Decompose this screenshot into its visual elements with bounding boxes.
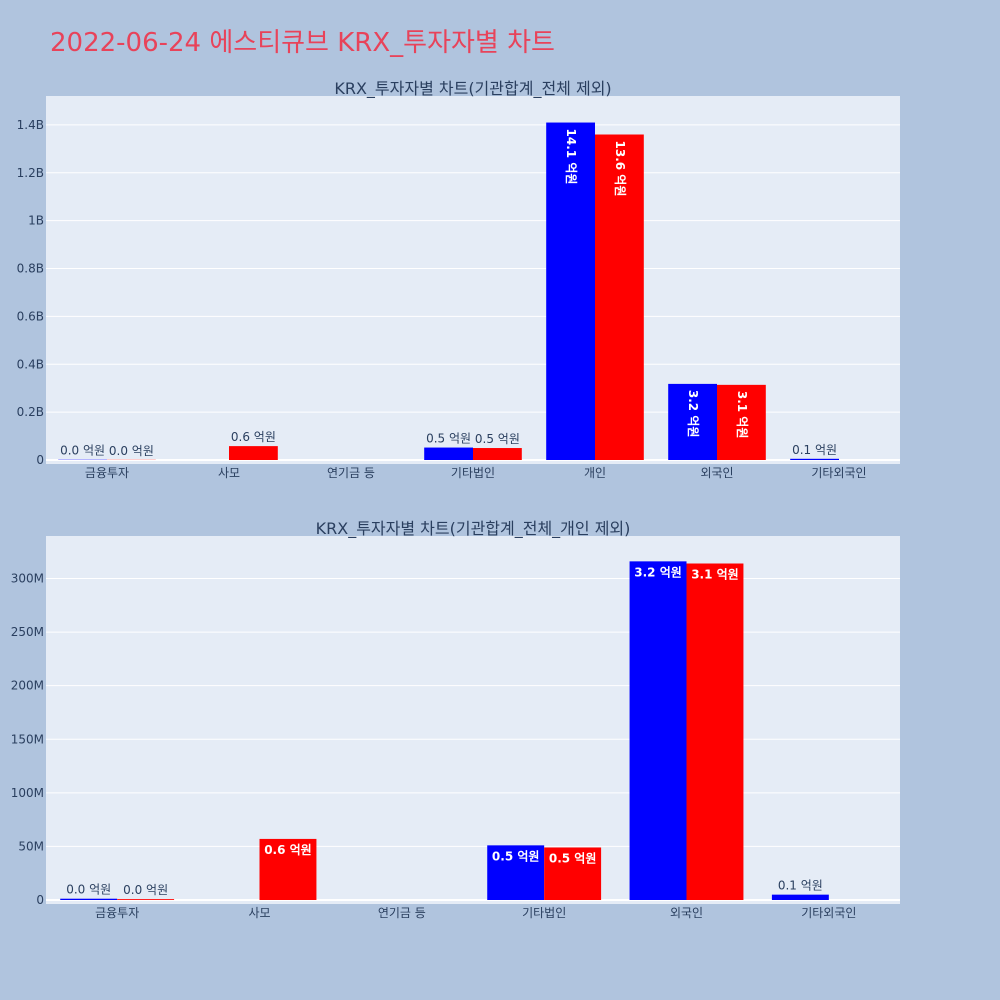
y-tick-label: 100M [11, 786, 44, 800]
x-tick-label: 외국인 [700, 466, 733, 480]
x-tick-label: 금융투자 [85, 466, 129, 480]
y-tick-label: 1B [28, 214, 44, 228]
bar [668, 383, 717, 460]
x-tick-label: 사모 [248, 906, 270, 920]
bar-value-label: 0.6 억원 [264, 843, 312, 857]
bar [595, 134, 644, 461]
bar [790, 458, 839, 460]
bar [487, 845, 545, 900]
bar [424, 447, 473, 460]
y-tick-label: 0.4B [17, 357, 44, 371]
bar [629, 561, 687, 900]
y-tick-label: 0.6B [17, 309, 44, 323]
chart-title-2: KRX_투자자별 차트(기관합계_전체_개인 제외) [316, 519, 631, 539]
y-tick-label: 0.8B [17, 262, 44, 276]
y-tick-label: 0.2B [17, 405, 44, 419]
chart-title-1: KRX_투자자별 차트(기관합계_전체 제외) [334, 79, 611, 99]
y-tick-label: 50M [18, 839, 44, 853]
x-tick-label: 외국인 [670, 906, 703, 920]
plot-area-1 [46, 96, 900, 464]
bar-value-label: 0.5 억원 [475, 432, 520, 446]
bar-value-label: 3.1 억원 [735, 391, 749, 439]
bar-value-label: 0.5 억원 [549, 851, 597, 865]
bar [717, 384, 766, 460]
bar-value-label: 3.2 억원 [634, 565, 682, 579]
bar [60, 898, 118, 900]
bar-value-label: 0.5 억원 [426, 432, 471, 446]
bar [229, 446, 278, 460]
bar-value-label: 13.6 억원 [613, 141, 627, 197]
y-tick-label: 150M [11, 732, 44, 746]
page-title: 2022-06-24 에스티큐브 KRX_투자자별 차트 [50, 28, 555, 58]
bar-value-label: 0.0 억원 [66, 883, 111, 897]
x-tick-label: 연기금 등 [378, 906, 426, 920]
y-tick-label: 250M [11, 625, 44, 639]
x-tick-label: 사모 [218, 466, 240, 480]
y-tick-label: 300M [11, 572, 44, 586]
plot-area-2 [46, 536, 900, 904]
bar-value-label: 3.1 억원 [691, 568, 739, 582]
bar [259, 838, 317, 900]
bar [117, 899, 175, 900]
y-tick-label: 1.2B [17, 166, 44, 180]
y-tick-label: 0 [36, 893, 44, 907]
bar [546, 122, 595, 460]
y-tick-label: 0 [36, 453, 44, 467]
x-tick-label: 개인 [584, 466, 606, 480]
y-tick-label: 200M [11, 679, 44, 693]
x-tick-label: 연기금 등 [327, 466, 375, 480]
x-tick-label: 기타외국인 [801, 906, 856, 920]
x-tick-label: 기타법인 [451, 466, 495, 480]
bar-value-label: 0.5 억원 [492, 849, 540, 863]
x-tick-label: 기타법인 [522, 906, 566, 920]
bar-value-label: 0.0 억원 [60, 444, 105, 458]
bar-value-label: 0.1 억원 [778, 879, 823, 893]
bar [544, 847, 602, 900]
x-tick-label: 금융투자 [95, 906, 139, 920]
bar-value-label: 0.0 억원 [123, 883, 168, 897]
bar-value-label: 3.2 억원 [686, 390, 700, 438]
bar [771, 894, 829, 900]
bar-value-label: 0.0 억원 [109, 444, 154, 458]
bar-value-label: 0.6 억원 [231, 430, 276, 444]
bar-value-label: 14.1 억원 [564, 129, 578, 185]
y-tick-label: 1.4B [17, 118, 44, 132]
bar [473, 448, 522, 460]
bar-value-label: 0.1 억원 [792, 443, 837, 457]
x-tick-label: 기타외국인 [811, 466, 866, 480]
bar [686, 563, 744, 900]
